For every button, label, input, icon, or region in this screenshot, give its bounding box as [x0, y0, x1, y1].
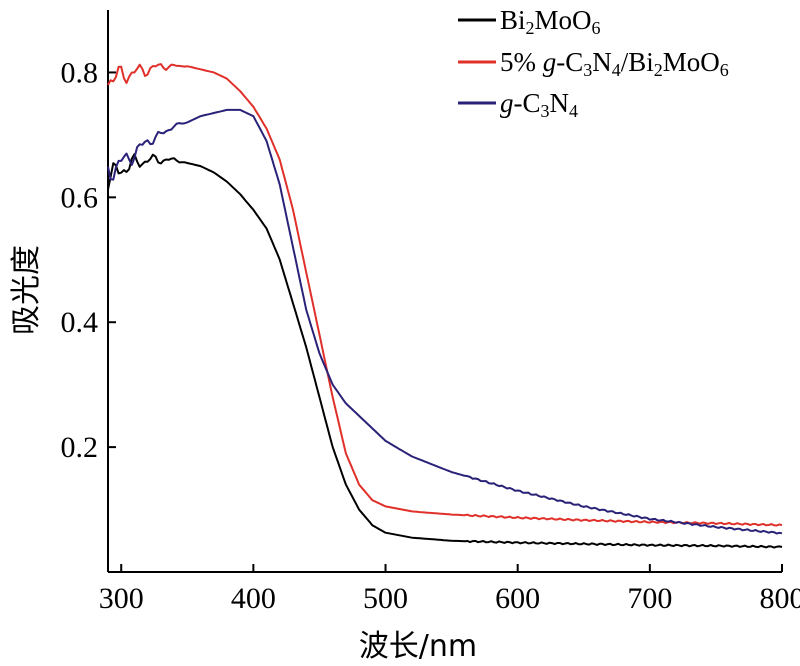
- x-ticks: 300 400 500 600 700 800: [99, 564, 800, 615]
- legend-label-2: g-C3N4: [500, 88, 578, 121]
- legend: Bi2MoO6 5% g-C3N4/Bi2MoO6 g-C3N4: [458, 5, 729, 121]
- y-tick-label: 0.4: [61, 306, 99, 339]
- legend-label-1: 5% g-C3N4/Bi2MoO6: [500, 47, 729, 80]
- y-tick-label: 0.6: [61, 181, 99, 214]
- x-tick-label: 600: [495, 582, 540, 615]
- legend-label-0: Bi2MoO6: [500, 5, 601, 38]
- y-ticks: 0.2 0.4 0.6 0.8: [61, 56, 116, 464]
- x-axis-title: 波长/nm: [359, 629, 477, 664]
- x-tick-label: 500: [363, 582, 408, 615]
- series-line-2: [107, 108, 783, 535]
- x-tick-label: 700: [627, 582, 672, 615]
- y-tick-label: 0.2: [61, 431, 99, 464]
- y-tick-label: 0.8: [61, 56, 99, 89]
- y-axis-title: 吸光度: [9, 245, 44, 335]
- x-tick-label: 800: [760, 582, 800, 615]
- series-line-0: [107, 153, 783, 549]
- series-lines: [107, 63, 783, 549]
- series-line-1: [107, 63, 783, 527]
- axes: [107, 10, 782, 573]
- x-tick-label: 300: [99, 582, 144, 615]
- x-tick-label: 400: [231, 582, 276, 615]
